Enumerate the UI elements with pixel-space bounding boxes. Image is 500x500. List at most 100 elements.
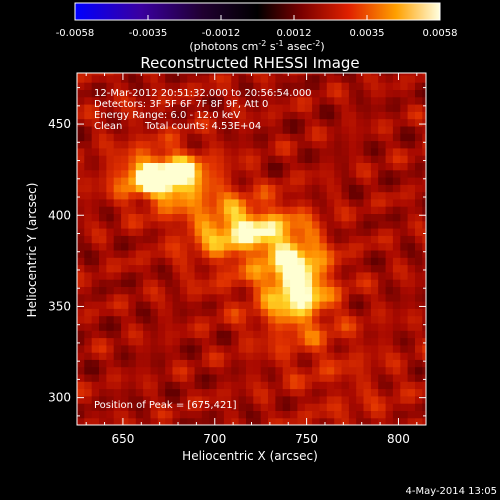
heatmap-cell xyxy=(194,104,203,112)
heatmap-cell xyxy=(319,337,328,346)
heatmap-cell xyxy=(84,89,93,98)
heatmap-cell xyxy=(363,155,372,163)
heatmap-cell xyxy=(385,133,394,142)
heatmap-cell xyxy=(113,118,122,127)
heatmap-cell xyxy=(150,366,159,375)
heatmap-cell xyxy=(326,177,335,185)
heatmap-cell xyxy=(246,395,254,404)
heatmap-cell xyxy=(297,133,306,142)
heatmap-cell xyxy=(143,82,151,90)
heatmap-cell xyxy=(157,118,166,127)
heatmap-cell xyxy=(319,249,328,258)
heatmap-cell xyxy=(400,279,409,287)
heatmap-cell xyxy=(275,264,284,273)
heatmap-cell xyxy=(378,184,387,193)
heatmap-cell xyxy=(128,184,137,193)
heatmap-cell xyxy=(253,155,262,163)
heatmap-cell xyxy=(407,242,416,251)
heatmap-cell xyxy=(99,359,107,368)
heatmap-cell xyxy=(165,395,174,404)
heatmap-cell xyxy=(135,315,144,324)
heatmap-cell xyxy=(304,228,313,236)
heatmap-cell xyxy=(238,169,247,178)
heatmap-cell xyxy=(400,286,409,295)
heatmap-cell xyxy=(121,155,129,163)
heatmap-cell xyxy=(400,359,409,368)
heatmap-cell xyxy=(194,162,203,171)
heatmap-cell xyxy=(385,344,394,353)
heatmap-cell xyxy=(143,271,151,280)
heatmap-cell xyxy=(157,125,166,134)
heatmap-cell xyxy=(113,315,122,324)
heatmap-cell xyxy=(356,403,365,411)
heatmap-cell xyxy=(143,198,151,207)
heatmap-cell xyxy=(268,82,276,90)
heatmap-cell xyxy=(385,264,394,273)
heatmap-cell xyxy=(400,403,409,411)
heatmap-cell xyxy=(422,206,426,214)
heatmap-cell xyxy=(238,279,247,287)
heatmap-cell xyxy=(135,125,144,134)
heatmap-cell xyxy=(150,198,159,207)
heatmap-cell xyxy=(179,118,188,127)
heatmap-cell xyxy=(128,74,137,83)
heatmap-cell xyxy=(150,213,159,222)
heatmap-cell xyxy=(238,220,247,229)
heatmap-cell xyxy=(268,140,276,149)
heatmap-cell xyxy=(187,337,196,346)
heatmap-cell xyxy=(326,198,335,207)
heatmap-cell xyxy=(378,147,387,156)
heatmap-cell xyxy=(253,169,262,178)
heatmap-cell xyxy=(231,82,240,90)
heatmap-cell xyxy=(187,73,196,76)
heatmap-cell xyxy=(363,162,372,171)
heatmap-cell xyxy=(209,388,218,397)
heatmap-cell xyxy=(135,82,144,90)
heatmap-cell xyxy=(253,235,262,244)
heatmap-cell xyxy=(231,279,240,287)
heatmap-cell xyxy=(77,147,85,156)
heatmap-cell xyxy=(275,330,284,339)
heatmap-cell xyxy=(99,352,107,360)
heatmap-cell xyxy=(290,366,298,375)
heatmap-cell xyxy=(77,330,85,339)
heatmap-cell xyxy=(157,220,166,229)
heatmap-cell xyxy=(348,147,357,156)
heatmap-cell xyxy=(135,118,144,127)
heatmap-cell xyxy=(407,293,416,302)
heatmap-cell xyxy=(407,308,416,317)
heatmap-cell xyxy=(407,206,416,214)
heatmap-cell xyxy=(297,140,306,149)
heatmap-cell xyxy=(304,118,313,127)
heatmap-cell xyxy=(231,359,240,368)
heatmap-cell xyxy=(231,155,240,163)
heatmap-cell xyxy=(128,191,137,200)
heatmap-cell xyxy=(385,315,394,324)
heatmap-cell xyxy=(268,104,276,112)
heatmap-cell xyxy=(304,286,313,295)
heatmap-cell xyxy=(326,403,335,411)
heatmap-cell xyxy=(91,235,100,244)
heatmap-cell xyxy=(326,249,335,258)
heatmap-cell xyxy=(128,388,137,397)
heatmap-cell xyxy=(231,249,240,258)
heatmap-cell xyxy=(363,279,372,287)
heatmap-cell xyxy=(348,74,357,83)
heatmap-cell xyxy=(216,191,225,200)
heatmap-cell xyxy=(135,213,144,222)
heatmap-cell xyxy=(121,111,129,120)
heatmap-cell xyxy=(223,395,232,404)
heatmap-cell xyxy=(246,373,254,382)
heatmap-cell xyxy=(260,82,269,90)
heatmap-cell xyxy=(135,417,144,425)
heatmap-cell xyxy=(268,359,276,368)
heatmap-cell xyxy=(370,264,379,273)
heatmap-cell xyxy=(297,322,306,331)
heatmap-cell xyxy=(370,410,379,419)
heatmap-cell xyxy=(312,293,320,302)
heatmap-cell xyxy=(363,308,372,317)
heatmap-cell xyxy=(201,337,210,346)
heatmap-cell xyxy=(187,381,196,390)
heatmap-cell xyxy=(348,82,357,90)
heatmap-cell xyxy=(106,410,115,419)
